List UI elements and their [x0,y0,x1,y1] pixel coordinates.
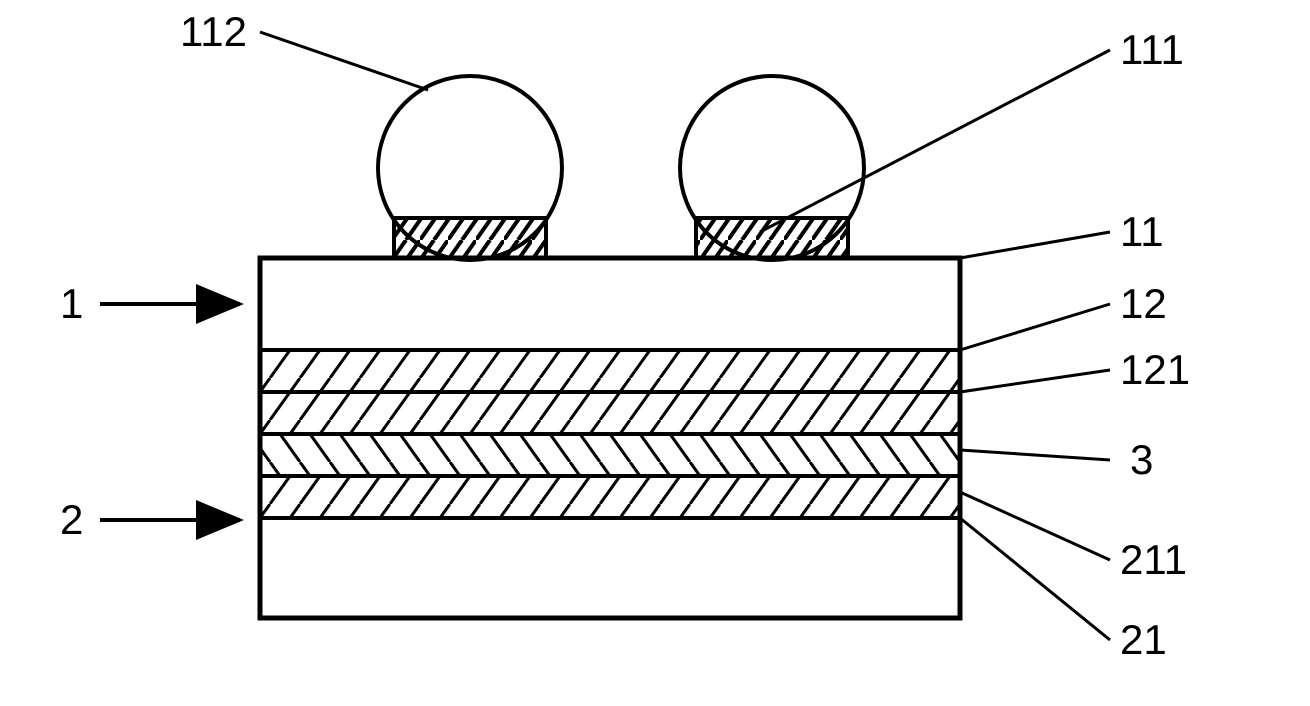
layer-3 [260,434,960,476]
label-112: 112 [180,8,247,55]
label-111: 111 [1120,26,1184,73]
leader-11 [960,232,1110,258]
label-1: 1 [60,280,83,327]
label-21: 21 [1120,616,1167,663]
layer-21 [260,518,960,618]
pad-right [696,218,848,258]
label-3: 3 [1130,436,1153,483]
label-12: 12 [1120,280,1167,327]
layer-211 [260,476,960,518]
leader-12 [960,304,1110,350]
leader-121 [960,370,1110,392]
leader-21 [960,518,1110,640]
layer-121 [260,392,960,434]
label-211: 211 [1120,536,1187,583]
leader-112 [260,32,428,90]
layer-11 [260,258,960,350]
label-2: 2 [60,496,83,543]
leader-3 [960,450,1110,460]
label-121: 121 [1120,346,1190,393]
leader-211 [960,492,1110,560]
technical-diagram: 112 111 11 12 121 3 211 21 1 2 [0,0,1310,706]
layers [260,258,960,618]
pad-left [394,218,546,258]
label-11: 11 [1120,208,1164,255]
labels: 112 111 11 12 121 3 211 21 1 2 [60,8,1190,663]
layer-12 [260,350,960,392]
leader-111 [760,50,1110,232]
